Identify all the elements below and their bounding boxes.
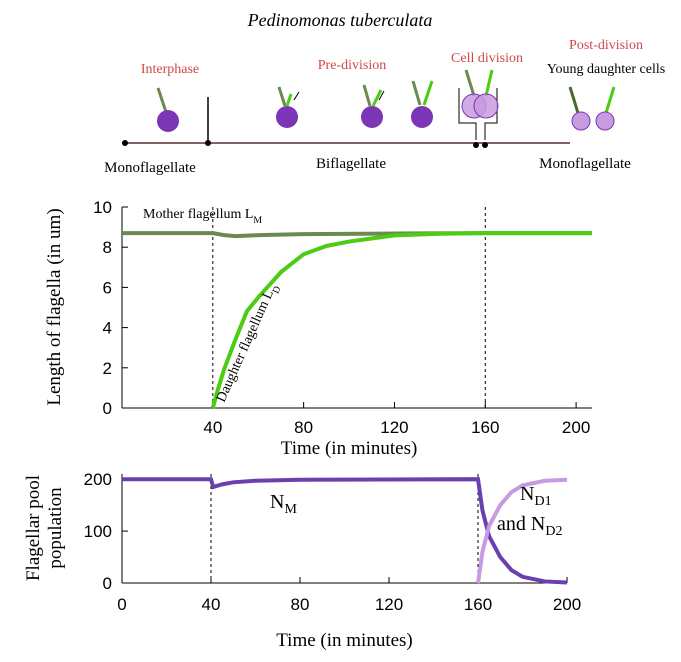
x-tick-label: 200 bbox=[562, 418, 590, 437]
stage-label: Post-division bbox=[569, 38, 643, 53]
x-tick-label: 120 bbox=[375, 595, 403, 614]
annotation: ND1 bbox=[520, 483, 552, 509]
annotation: and ND2 bbox=[497, 513, 562, 539]
y-tick-label: 10 bbox=[93, 198, 112, 217]
x-tick-label: 160 bbox=[471, 418, 499, 437]
y-tick-label: 0 bbox=[103, 399, 112, 418]
diagram: Pedinomonas tuberculata Interphase Pre-d… bbox=[104, 10, 665, 176]
annotation-text: Mother flagellum L bbox=[143, 207, 253, 222]
x-tick-label: 40 bbox=[202, 595, 221, 614]
annotation-subscript: D bbox=[271, 285, 284, 296]
annotation-text: Daughter flagellum L bbox=[214, 288, 277, 405]
annotation: Daughter flagellum LD bbox=[214, 281, 284, 406]
x-tick-label: 80 bbox=[294, 418, 313, 437]
data-line bbox=[210, 231, 592, 409]
phase-label: Monoflagellate bbox=[539, 156, 631, 172]
cell-cycle-art bbox=[122, 69, 616, 148]
y-tick-label: 2 bbox=[103, 359, 112, 378]
x-axis-label: Time (in minutes) bbox=[276, 630, 413, 651]
data-line bbox=[122, 477, 568, 585]
annotation-text: and N bbox=[497, 513, 545, 535]
annotation-subscript: D2 bbox=[545, 524, 562, 539]
y-axis-label: population bbox=[45, 487, 66, 569]
annotation-text: N bbox=[520, 483, 534, 505]
phase-label: Monoflagellate bbox=[104, 160, 196, 176]
y-tick-label: 6 bbox=[103, 278, 112, 297]
annotation-subscript: M bbox=[284, 502, 297, 517]
stage-label: Pre-division bbox=[318, 58, 386, 73]
x-tick-label: 120 bbox=[380, 418, 408, 437]
y-tick-label: 0 bbox=[103, 574, 112, 593]
annotation: Mother flagellum LM bbox=[143, 207, 262, 226]
phase-label: Biflagellate bbox=[316, 156, 386, 172]
annotation: NM bbox=[270, 491, 297, 517]
stage-label: Interphase bbox=[141, 62, 199, 77]
y-axis-label: Length of flagella (in um) bbox=[44, 208, 65, 405]
annotation-subscript: D1 bbox=[534, 494, 551, 509]
x-tick-label: 160 bbox=[464, 595, 492, 614]
x-tick-label: 200 bbox=[553, 595, 581, 614]
stage-note: Young daughter cells bbox=[547, 62, 665, 77]
x-tick-label: 80 bbox=[291, 595, 310, 614]
stage-label: Cell division bbox=[451, 51, 523, 66]
data-line bbox=[476, 477, 568, 584]
y-tick-label: 100 bbox=[84, 522, 112, 541]
y-tick-label: 8 bbox=[103, 238, 112, 257]
annotation-text: N bbox=[270, 491, 284, 513]
y-axis-label: Flagellar pool bbox=[23, 475, 44, 581]
y-tick-label: 200 bbox=[84, 470, 112, 489]
x-axis-label: Time (in minutes) bbox=[281, 438, 418, 459]
x-tick-label: 0 bbox=[117, 595, 126, 614]
x-tick-label: 40 bbox=[203, 418, 222, 437]
annotation-subscript: M bbox=[253, 215, 262, 226]
figure-title: Pedinomonas tuberculata bbox=[247, 10, 433, 30]
y-tick-label: 4 bbox=[103, 319, 112, 338]
